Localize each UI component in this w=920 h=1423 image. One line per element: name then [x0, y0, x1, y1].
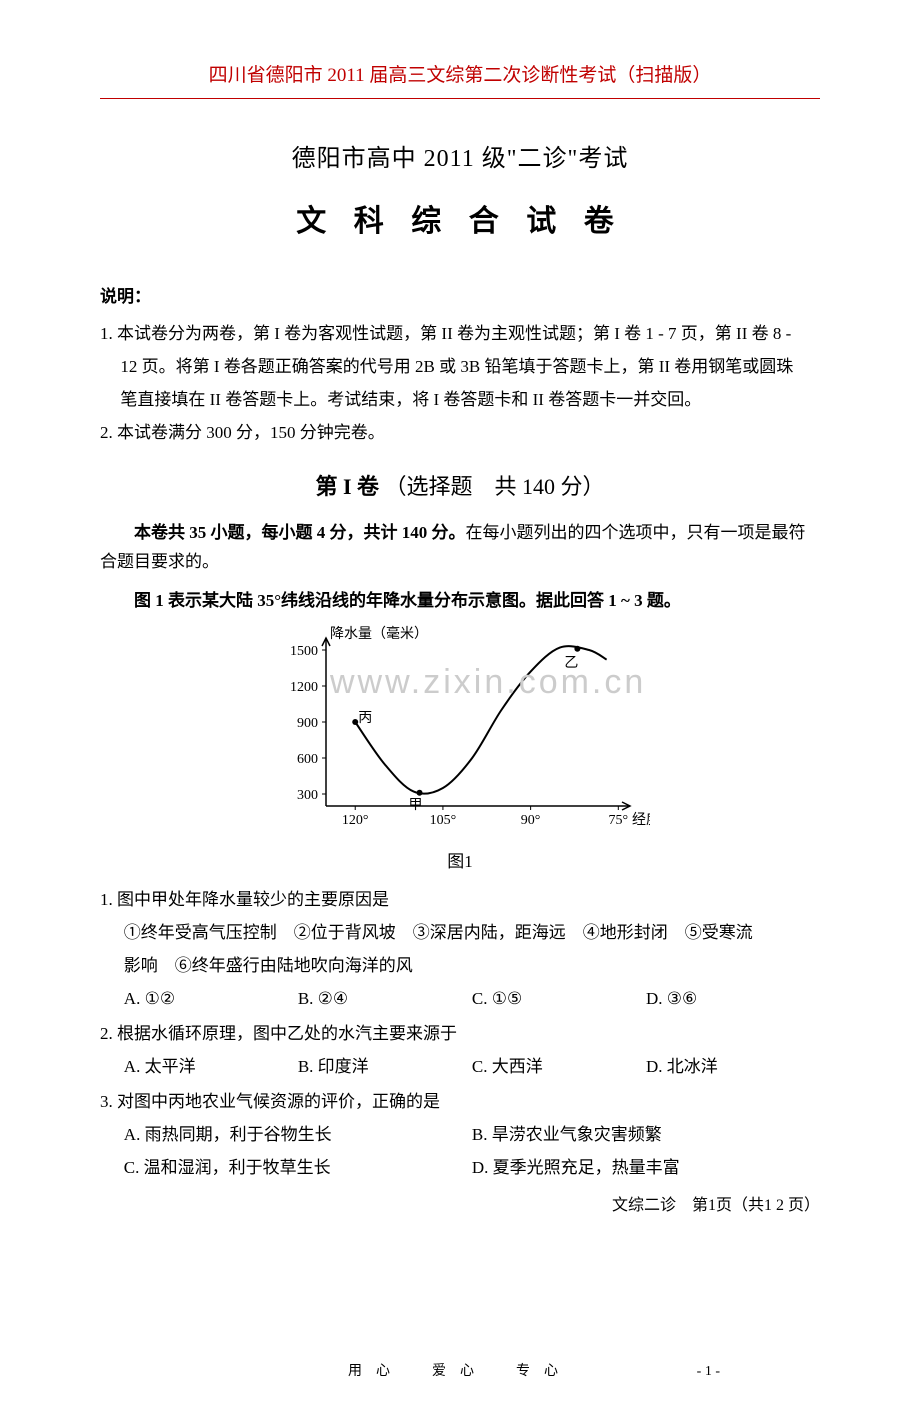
svg-text:105°: 105° [430, 813, 457, 828]
precipitation-chart: 300 600 900 1200 1500 120° 105° 90° 75°经度 降水量（毫米）… [270, 624, 650, 834]
footer-page-number: - 1 - [697, 1360, 720, 1384]
svg-text:300: 300 [297, 788, 318, 803]
q1-circle-choices-2: 影响 ⑥终年盛行由陆地吹向海洋的风 [100, 952, 820, 981]
svg-text:1200: 1200 [290, 680, 318, 695]
q3-options: A. 雨热同期，利于谷物生长 B. 旱涝农业气象灾害频繁 C. 温和湿润，利于牧… [100, 1121, 820, 1187]
section-desc-line2: 合题目要求的。 [100, 548, 820, 577]
svg-text:75°: 75° [609, 813, 629, 828]
svg-text:1500: 1500 [290, 644, 318, 659]
q3-opt-a: A. 雨热同期，利于谷物生长 [124, 1121, 472, 1150]
section-header-rest: （选择题 共 140 分） [385, 474, 605, 499]
q2-options: A. 太平洋 B. 印度洋 C. 大西洋 D. 北冰洋 [100, 1053, 820, 1082]
svg-text:600: 600 [297, 752, 318, 767]
q3-opt-c: C. 温和湿润，利于牧草生长 [124, 1154, 472, 1183]
svg-text:900: 900 [297, 716, 318, 731]
q2-opt-b: B. 印度洋 [298, 1053, 472, 1082]
instruction-2: 2. 本试卷满分 300 分，150 分钟完卷。 [100, 419, 820, 448]
instructions-label: 说明： [100, 283, 820, 312]
q1-options: A. ①② B. ②④ C. ①⑤ D. ③⑥ [100, 985, 820, 1014]
svg-text:90°: 90° [521, 813, 541, 828]
instructions-block: 1. 本试卷分为两卷，第 I 卷为客观性试题，第 II 卷为主观性试题；第 I … [100, 320, 820, 448]
footer: 用心 爱心 专心 - 1 - [100, 1360, 820, 1384]
q1-circle-choices-1: ①终年受高气压控制 ②位于背风坡 ③深居内陆，距海远 ④地形封闭 ⑤受寒流 [100, 919, 820, 948]
svg-text:乙: 乙 [564, 654, 578, 670]
q3-opt-d: D. 夏季光照充足，热量丰富 [472, 1154, 820, 1183]
q2-opt-d: D. 北冰洋 [646, 1053, 820, 1082]
exam-title-line1: 德阳市高中 2011 级"二诊"考试 [100, 139, 820, 180]
svg-text:120°: 120° [342, 813, 369, 828]
question-3: 3. 对图中丙地农业气候资源的评价，正确的是 A. 雨热同期，利于谷物生长 B.… [100, 1088, 820, 1187]
footer-motto: 用心 爱心 专心 [348, 1364, 572, 1379]
page-mark: 文综二诊 第1页（共1 2 页） [100, 1192, 820, 1219]
q2-opt-a: A. 太平洋 [124, 1053, 298, 1082]
section-desc-rest: 在每小题列出的四个选项中，只有一项是最符 [466, 523, 806, 542]
section-description: 本卷共 35 小题，每小题 4 分，共计 140 分。在每小题列出的四个选项中，… [100, 519, 820, 548]
question-2: 2. 根据水循环原理，图中乙处的水汽主要来源于 A. 太平洋 B. 印度洋 C.… [100, 1020, 820, 1082]
svg-text:甲: 甲 [409, 797, 423, 812]
q2-stem: 2. 根据水循环原理，图中乙处的水汽主要来源于 [100, 1020, 820, 1049]
question-1: 1. 图中甲处年降水量较少的主要原因是 ①终年受高气压控制 ②位于背风坡 ③深居… [100, 886, 820, 1014]
instruction-1c: 笔直接填在 II 卷答题卡上。考试结束，将 I 卷答题卡和 II 卷答题卡一并交… [100, 386, 820, 415]
q1-opt-c: C. ①⑤ [472, 985, 646, 1014]
svg-text:经度: 经度 [632, 812, 650, 828]
q3-stem: 3. 对图中丙地农业气候资源的评价，正确的是 [100, 1088, 820, 1117]
section-header: 第 I 卷 （选择题 共 140 分） [100, 468, 820, 505]
exam-title-line2: 文 科 综 合 试 卷 [100, 196, 820, 247]
q2-opt-c: C. 大西洋 [472, 1053, 646, 1082]
section-desc-bold: 本卷共 35 小题，每小题 4 分，共计 140 分。 [134, 523, 466, 542]
q3-opt-b: B. 旱涝农业气象灾害频繁 [472, 1121, 820, 1150]
q1-stem: 1. 图中甲处年降水量较少的主要原因是 [100, 886, 820, 915]
q1-opt-d: D. ③⑥ [646, 985, 820, 1014]
chart-container: www.zixin.com.cn 30060090012001500120°10… [100, 624, 820, 844]
figure-intro: 图 1 表示某大陆 35°纬线沿线的年降水量分布示意图。据此回答 1 ~ 3 题… [100, 587, 820, 616]
q1-opt-a: A. ①② [124, 985, 298, 1014]
instruction-1b: 12 页。将第 I 卷各题正确答案的代号用 2B 或 3B 铅笔填于答题卡上，第… [100, 353, 820, 382]
doc-header-title: 四川省德阳市 2011 届高三文综第二次诊断性考试（扫描版） [100, 60, 820, 99]
svg-text:丙: 丙 [358, 711, 372, 726]
chart-caption: 图1 [100, 848, 820, 877]
svg-text:降水量（毫米）: 降水量（毫米） [330, 625, 428, 642]
instruction-1a: 1. 本试卷分为两卷，第 I 卷为客观性试题，第 II 卷为主观性试题；第 I … [100, 320, 820, 349]
section-header-bold: 第 I 卷 [315, 474, 379, 499]
q1-opt-b: B. ②④ [298, 985, 472, 1014]
